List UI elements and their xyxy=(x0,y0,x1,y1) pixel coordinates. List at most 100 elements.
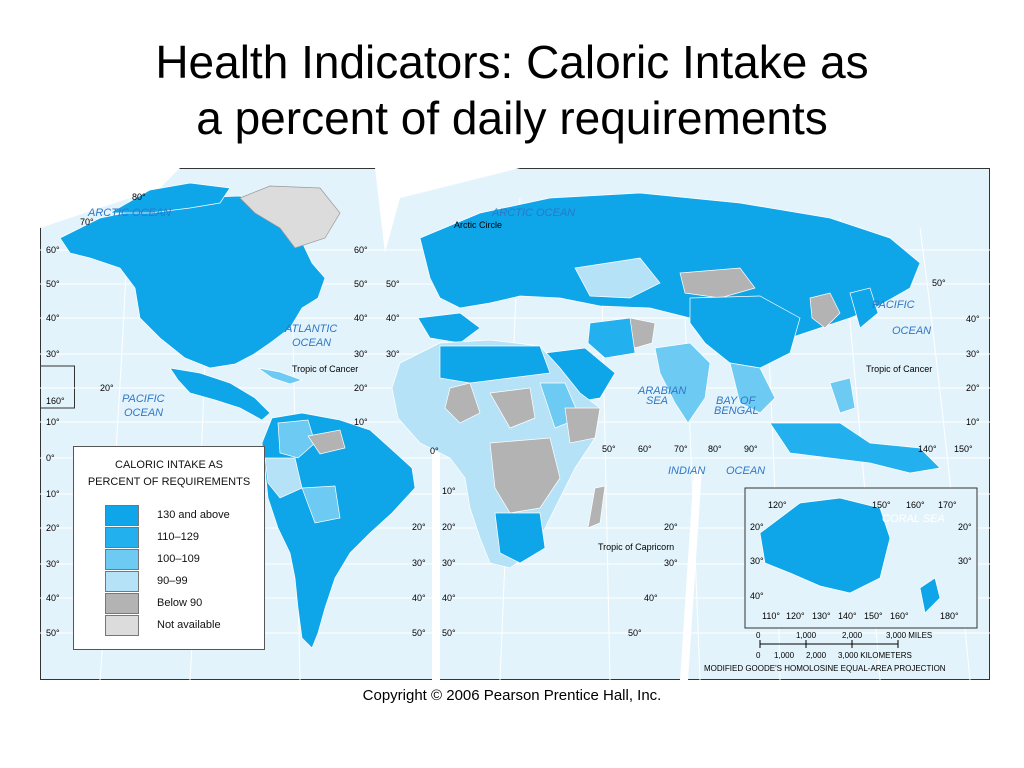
new-zealand xyxy=(919,577,941,614)
slide-title-line-2: a percent of daily requirements xyxy=(196,92,828,144)
pacific-ocean-right-label-2: OCEAN xyxy=(892,325,931,337)
hawaii-inset xyxy=(40,365,75,409)
legend-title: CALORIC INTAKE AS PERCENT OF REQUIREMENT… xyxy=(87,459,251,488)
venezuela-colombia xyxy=(277,419,316,459)
inset-lat-20-label: 20° xyxy=(750,522,764,532)
japan xyxy=(849,287,879,329)
tropic-of-cancer-right-label: Tropic of Cancer xyxy=(866,364,932,374)
scale-km-1000: 1,000 xyxy=(774,651,795,660)
lat-20-right-label: 20° xyxy=(966,383,980,393)
lat-50s-right-label: 50° xyxy=(628,628,642,638)
inset-bottom-130-label: 130° xyxy=(812,611,831,621)
world-map: ARCTIC OCEAN ARCTIC OCEAN ATLANTIC OCEAN… xyxy=(40,168,990,680)
legend-swatch xyxy=(105,549,139,570)
lat-30s-right-label: 30° xyxy=(664,558,678,568)
bay-of-bengal-label-1: BAY OF xyxy=(716,395,757,407)
arctic-islands xyxy=(108,182,231,214)
africa xyxy=(391,339,606,569)
indonesia xyxy=(769,422,941,474)
lat-30s-left-label: 30° xyxy=(46,559,60,569)
lon-90-label: 90° xyxy=(744,444,758,454)
lon-70-label: 70° xyxy=(674,444,688,454)
arabian-sea-label-1: ARABIAN xyxy=(637,385,686,397)
india xyxy=(654,342,711,424)
legend-swatch xyxy=(105,571,139,592)
inset-lat-40-label: 40° xyxy=(750,591,764,601)
inset-bottom-160-label: 160° xyxy=(890,611,909,621)
legend-row: 130 and above xyxy=(105,505,255,527)
south-africa xyxy=(494,512,546,564)
lat-50s-mid2-label: 50° xyxy=(442,628,456,638)
caribbean xyxy=(257,367,304,385)
lat-20s-mid-label: 20° xyxy=(412,522,426,532)
lat-20-left-label: 20° xyxy=(100,383,114,393)
atlantic-ocean-label-2: OCEAN xyxy=(292,337,331,349)
lon-50-label: 50° xyxy=(602,444,616,454)
projection-note: MODIFIED GOODE'S HOMOLOSINE EQUAL-AREA P… xyxy=(704,664,946,673)
inset-top-120-label: 120° xyxy=(768,500,787,510)
inset-lat-30-right-label: 30° xyxy=(958,556,972,566)
inset-top-170-label: 170° xyxy=(938,500,957,510)
arctic-ocean-left-label: ARCTIC OCEAN xyxy=(87,207,171,219)
lat-20s-mid2-label: 20° xyxy=(442,522,456,532)
pacific-ocean-left-label-1: PACIFIC xyxy=(122,393,165,405)
pacific-ocean-right-label-1: PACIFIC xyxy=(872,299,915,311)
guyanas xyxy=(307,429,346,455)
inset-top-160-label: 160° xyxy=(906,500,925,510)
lat-60-left-label: 60° xyxy=(46,245,60,255)
lat-30s-mid-label: 30° xyxy=(412,558,426,568)
australia xyxy=(759,497,891,594)
inset-lat-30-label: 30° xyxy=(750,556,764,566)
legend-label: 110–129 xyxy=(157,531,200,543)
scale-miles-2000: 2,000 xyxy=(842,631,863,640)
legend-row: Below 90 xyxy=(105,593,255,615)
lat-20-mid-label: 20° xyxy=(354,383,368,393)
lat-50-right-label: 50° xyxy=(932,278,946,288)
legend-label: 90–99 xyxy=(157,575,188,587)
brazil-argentina xyxy=(261,412,416,649)
scale-km-0: 0 xyxy=(756,651,761,660)
legend-swatch xyxy=(105,615,139,636)
arabian-sea-label-2: SEA xyxy=(646,395,668,407)
legend-swatch xyxy=(105,527,139,548)
eurasia xyxy=(417,192,941,474)
slide-title: Health Indicators: Caloric Intake as a p… xyxy=(0,34,1024,146)
lat-30-mid2-label: 30° xyxy=(386,349,400,359)
lon-150-label: 150° xyxy=(954,444,973,454)
tropic-of-capricorn-label: Tropic of Capricorn xyxy=(598,542,674,552)
lat-70-label: 70° xyxy=(80,217,94,227)
lat-50-left-label: 50° xyxy=(46,279,60,289)
inset-bottom-110-label: 110° xyxy=(762,611,780,621)
chad xyxy=(489,387,536,429)
lat-0-left-label: 0° xyxy=(46,453,55,463)
arctic-circle-label: Arctic Circle xyxy=(454,220,502,230)
slide-title-line-1: Health Indicators: Caloric Intake as xyxy=(155,36,869,88)
lat-40-right-label: 40° xyxy=(966,314,980,324)
gore-top-right-cut xyxy=(385,168,520,253)
mali xyxy=(444,382,481,424)
atlantic-ocean-label-1: ATLANTIC xyxy=(284,323,337,335)
copyright-notice: Copyright © 2006 Pearson Prentice Hall, … xyxy=(362,687,662,704)
lat-0-mid-label: 0° xyxy=(430,446,439,456)
lat-50-mid-label: 50° xyxy=(354,279,368,289)
lat-30-mid-label: 30° xyxy=(354,349,368,359)
scale-bar: 0 1,000 2,000 3,000 MILES 0 1,000 2,000 … xyxy=(704,631,946,673)
peru xyxy=(264,457,303,499)
legend-swatch xyxy=(105,505,139,526)
legend-label: Below 90 xyxy=(157,597,203,609)
lat-10-mid-label: 10° xyxy=(354,417,368,427)
legend-row: Not available xyxy=(105,615,255,637)
lat-10s-left-label: 10° xyxy=(46,489,60,499)
greenland xyxy=(239,185,341,249)
legend-row: 100–109 xyxy=(105,549,255,571)
lat-50-mid2-label: 50° xyxy=(386,279,400,289)
arctic-ocean-right-label: ARCTIC OCEAN xyxy=(491,207,575,219)
bolivia xyxy=(301,485,341,524)
coral-sea-label: CORAL SEA xyxy=(882,513,945,525)
scale-km-3000: 3,000 KILOMETERS xyxy=(838,651,912,660)
scale-miles-3000: 3,000 MILES xyxy=(886,631,932,640)
southeast-asia xyxy=(729,362,776,414)
legend-row: 90–99 xyxy=(105,571,255,593)
indian-ocean-label-1: INDIAN xyxy=(668,465,705,477)
lat-80-label: 80° xyxy=(132,192,146,202)
